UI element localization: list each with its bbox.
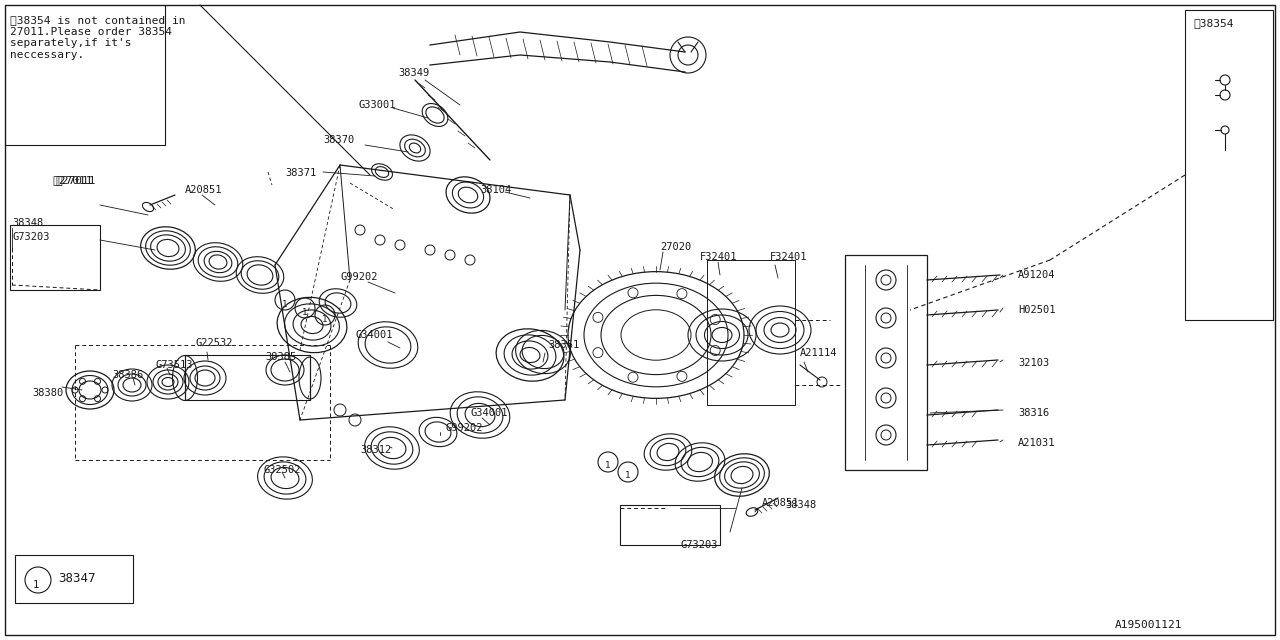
Text: G99202: G99202: [445, 423, 483, 433]
Text: 38348: 38348: [785, 500, 817, 510]
Text: 1: 1: [33, 580, 40, 590]
Text: 1: 1: [302, 307, 307, 317]
Text: 38104: 38104: [480, 185, 511, 195]
Text: G73203: G73203: [680, 540, 718, 550]
Text: ‸38354 is not contained in
27011.Please order 38354
separately,if it's
neccessar: ‸38354 is not contained in 27011.Please …: [10, 15, 186, 60]
Text: G34001: G34001: [355, 330, 393, 340]
Text: G73513: G73513: [155, 360, 192, 370]
Text: 38380: 38380: [32, 388, 63, 398]
Bar: [1185, 10, 1274, 320]
Text: F32401: F32401: [700, 252, 737, 262]
Text: G99202: G99202: [340, 272, 378, 282]
Text: A20851: A20851: [186, 185, 223, 195]
Text: H02501: H02501: [1018, 305, 1056, 315]
Text: 1: 1: [323, 314, 328, 323]
Text: 1: 1: [283, 300, 288, 308]
Text: 1: 1: [605, 461, 611, 470]
Text: A21031: A21031: [1018, 438, 1056, 448]
Bar: [620, 505, 721, 545]
Text: 38361: 38361: [548, 340, 580, 350]
Text: A91204: A91204: [1018, 270, 1056, 280]
Text: ‸38354: ‸38354: [1193, 18, 1234, 28]
Text: 38349: 38349: [398, 68, 429, 78]
Text: F32401: F32401: [771, 252, 808, 262]
Text: 38312: 38312: [360, 445, 392, 455]
Text: G34001: G34001: [470, 408, 507, 418]
Text: G22532: G22532: [195, 338, 233, 348]
Text: 38385: 38385: [265, 352, 296, 362]
Text: 32103: 32103: [1018, 358, 1050, 368]
Bar: [186, 355, 310, 400]
Text: ‸27011: ‸27011: [52, 175, 92, 185]
Text: G73203: G73203: [12, 232, 50, 242]
Text: 1: 1: [626, 472, 631, 481]
Text: 38348: 38348: [12, 218, 44, 228]
Bar: [10, 225, 100, 290]
Bar: [845, 255, 927, 470]
Text: 38316: 38316: [1018, 408, 1050, 418]
Text: A21114: A21114: [800, 348, 837, 358]
Bar: [15, 555, 133, 603]
Text: A20851: A20851: [762, 498, 800, 508]
Text: 27020: 27020: [660, 242, 691, 252]
Text: ‸27011: ‸27011: [55, 175, 96, 185]
Text: G32502: G32502: [262, 465, 301, 475]
Text: G33001: G33001: [358, 100, 396, 110]
Text: 38371: 38371: [285, 168, 316, 178]
Text: 38347: 38347: [58, 572, 96, 585]
Text: A195001121: A195001121: [1115, 620, 1183, 630]
Text: 38370: 38370: [323, 135, 355, 145]
Text: 38386: 38386: [113, 370, 143, 380]
